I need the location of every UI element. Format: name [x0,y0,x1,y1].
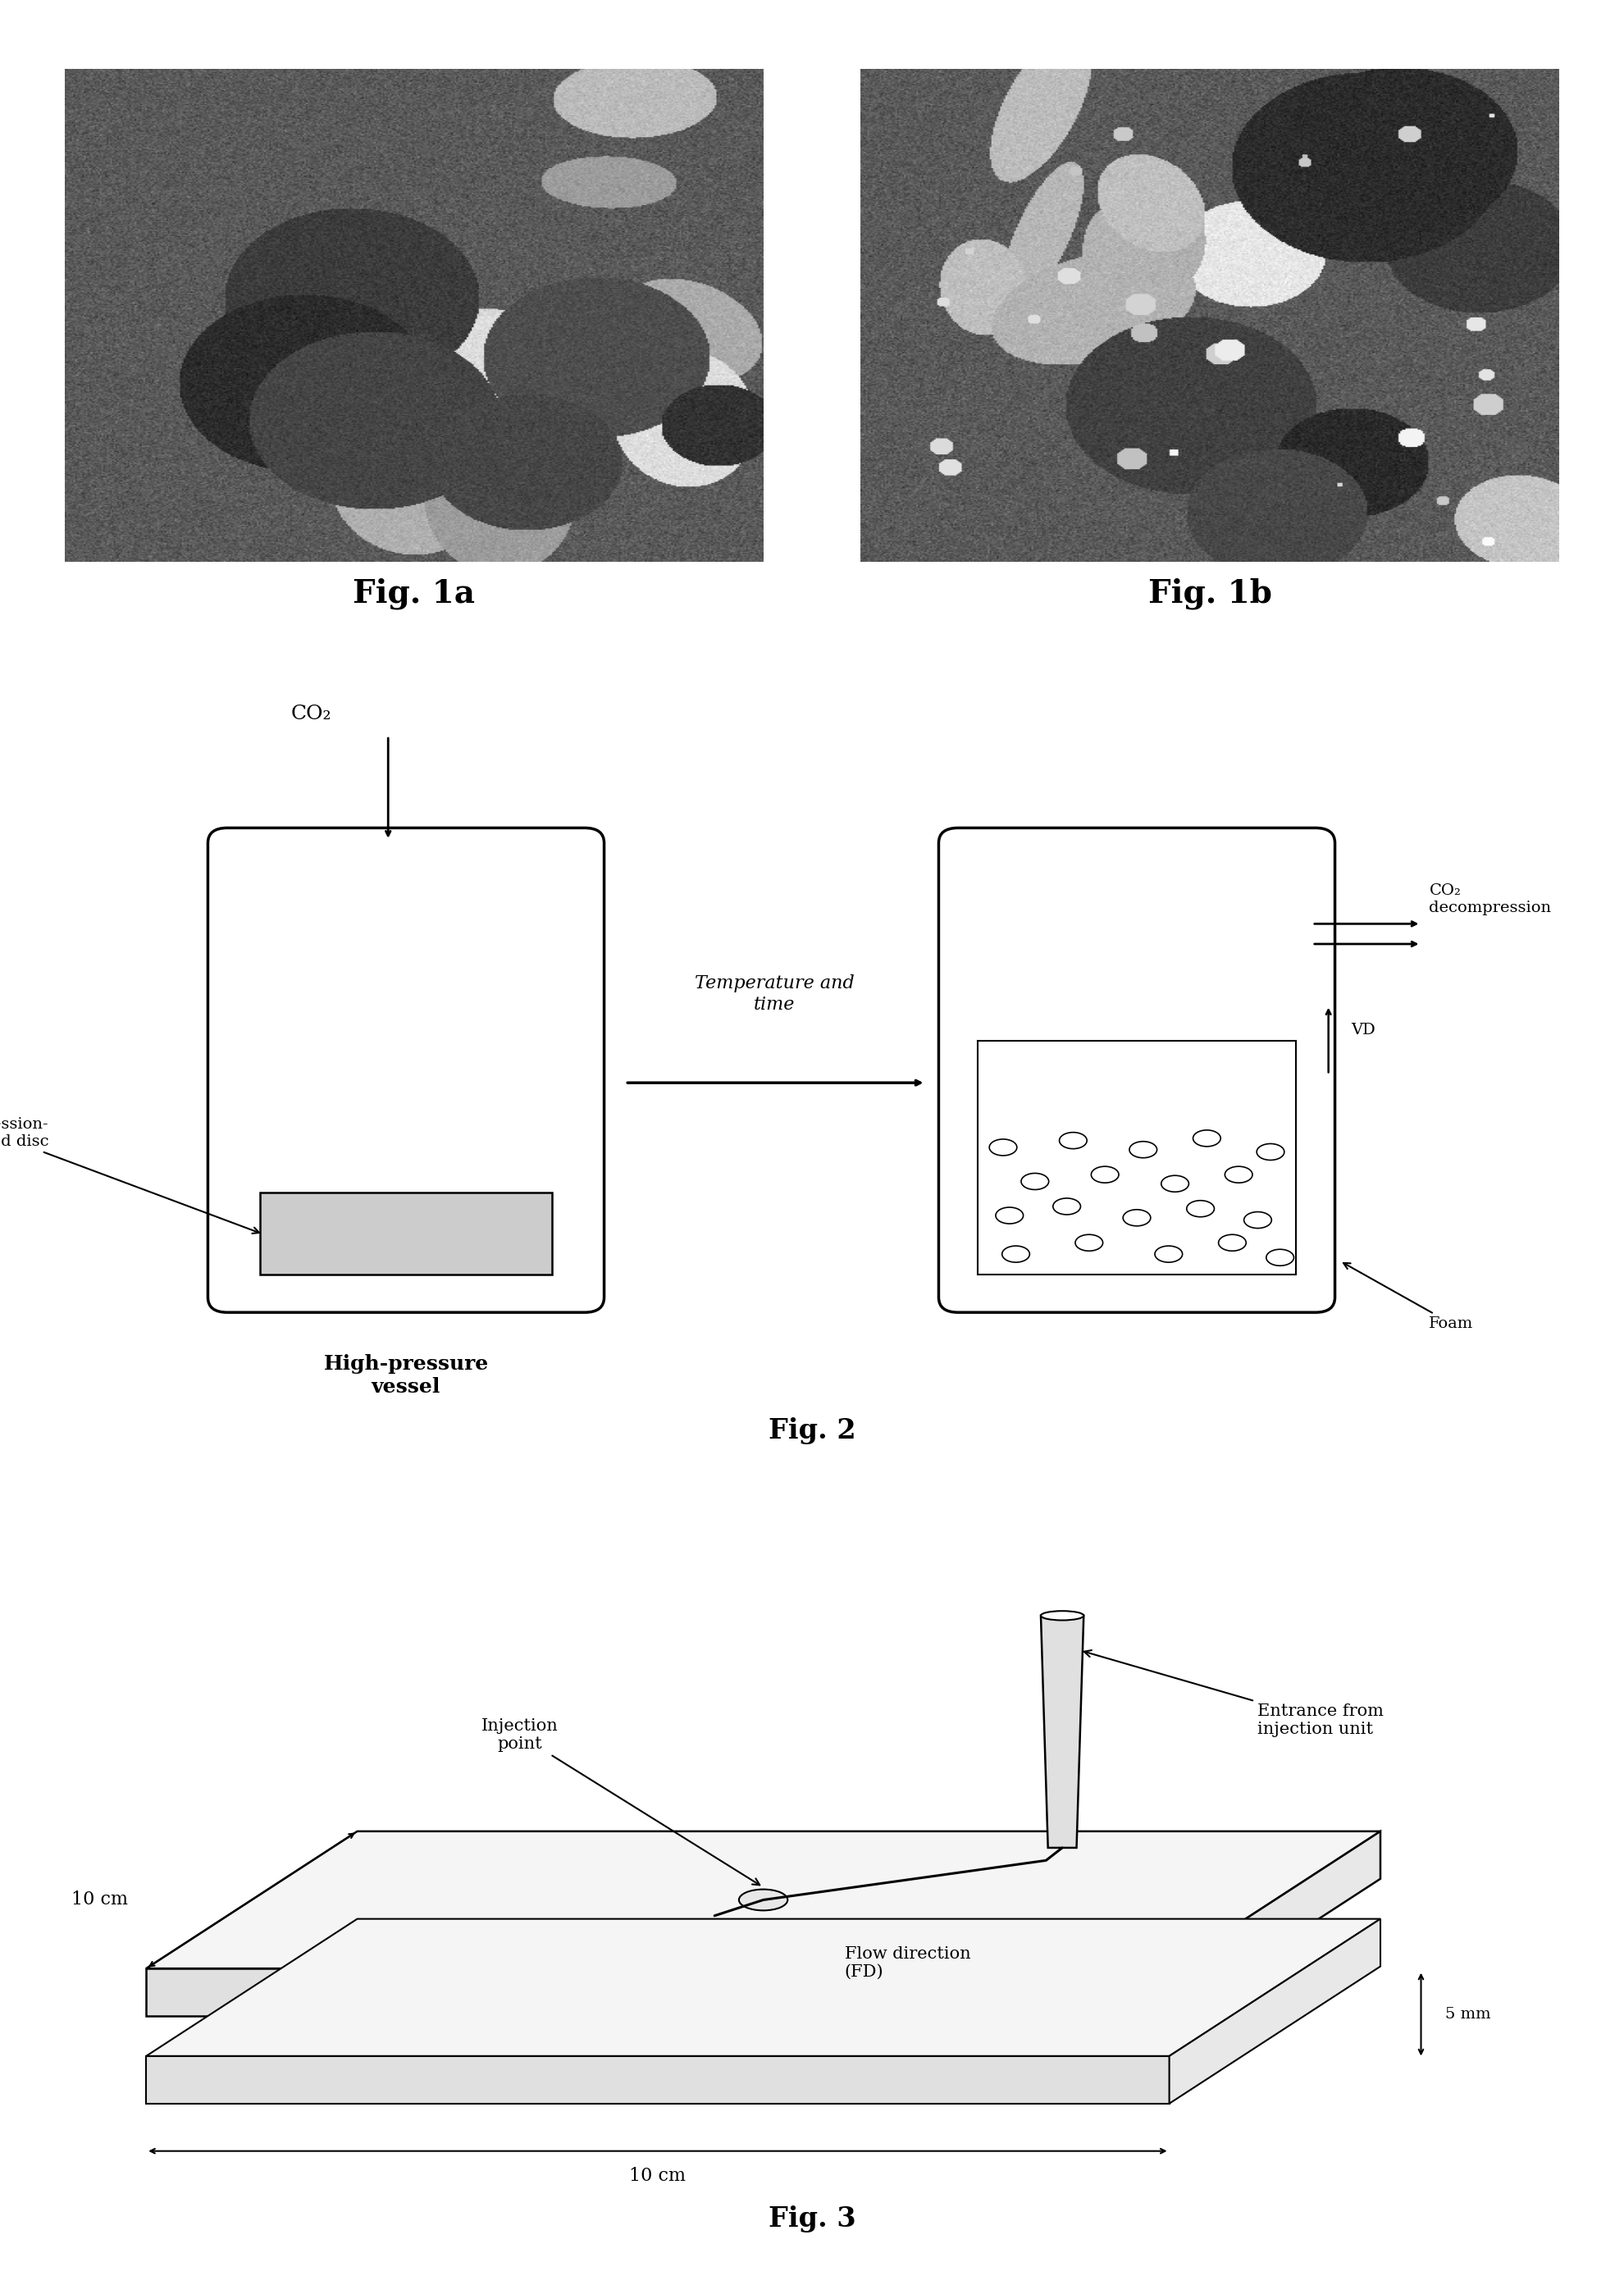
Ellipse shape [1052,1197,1080,1214]
Bar [260,1193,552,1275]
Ellipse shape [1257,1145,1285,1161]
FancyBboxPatch shape [208,828,604,1312]
Ellipse shape [1002,1246,1030,1262]
Ellipse shape [996,1207,1023,1223]
Text: Foam: Foam [1343,1264,1473,1331]
Text: Temperature and
time: Temperature and time [695,975,854,1014]
Text: Compression-
moulded disc: Compression- moulded disc [0,1117,260,1234]
Polygon shape [146,1918,1380,2055]
Polygon shape [1169,1831,1380,2016]
Ellipse shape [1218,1234,1246,1250]
Text: Entrance from
injection unit: Entrance from injection unit [1085,1649,1384,1737]
Ellipse shape [1059,1133,1086,1149]
Ellipse shape [1124,1209,1151,1225]
Bar [978,1041,1296,1275]
Ellipse shape [1224,1165,1252,1184]
Ellipse shape [1041,1610,1083,1620]
Text: Fig. 3: Fig. 3 [768,2205,856,2232]
Text: Fig. 2: Fig. 2 [768,1418,856,1445]
Ellipse shape [1267,1250,1294,1266]
Text: Flow direction
(FD): Flow direction (FD) [844,1945,971,1980]
Text: CO₂: CO₂ [291,704,331,723]
Text: Injection
point: Injection point [481,1718,760,1886]
Polygon shape [1041,1615,1083,1847]
Text: VD: VD [1351,1023,1376,1037]
Ellipse shape [1075,1234,1103,1250]
Text: Fig. 1a: Fig. 1a [352,578,476,610]
Text: 5 mm: 5 mm [1445,2007,1491,2021]
Polygon shape [146,2055,1169,2104]
Text: High-pressure
vessel: High-pressure vessel [323,1353,489,1397]
Polygon shape [1169,1918,1380,2104]
Ellipse shape [739,1890,788,1911]
Polygon shape [146,1968,1169,2016]
Ellipse shape [1021,1172,1049,1191]
Polygon shape [146,1831,1380,1968]
Ellipse shape [1129,1142,1156,1158]
FancyBboxPatch shape [939,828,1335,1312]
Text: 10 cm: 10 cm [71,1890,128,1909]
Text: Fig. 1b: Fig. 1b [1148,578,1272,610]
Ellipse shape [1244,1211,1272,1227]
Ellipse shape [1091,1165,1119,1184]
Ellipse shape [1155,1246,1182,1262]
Ellipse shape [1194,1131,1221,1147]
Text: CO₂
decompression: CO₂ decompression [1429,883,1551,915]
Ellipse shape [1187,1200,1215,1216]
Ellipse shape [989,1140,1017,1156]
Text: 10 cm: 10 cm [630,2168,685,2184]
Ellipse shape [1161,1175,1189,1193]
